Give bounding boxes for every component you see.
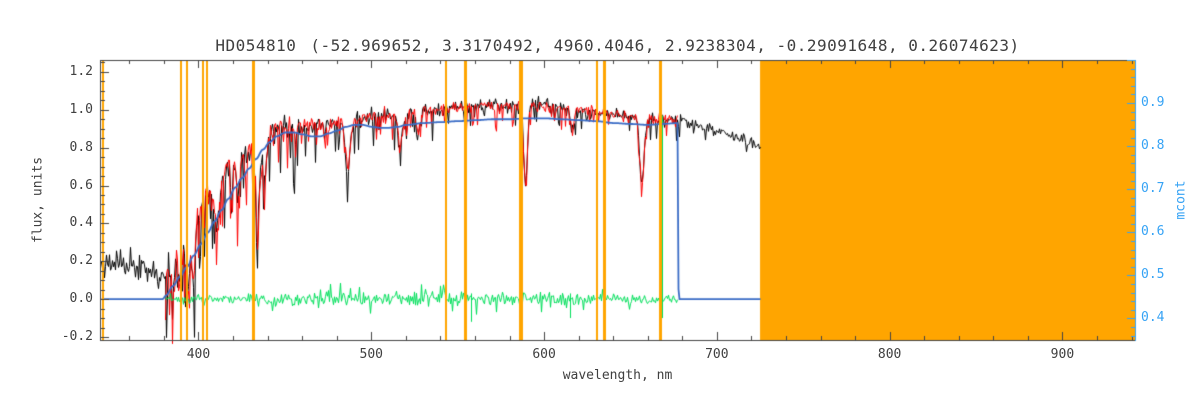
- y-left-tick-label: 1.2: [69, 63, 93, 79]
- y-left-tick-label: 1.0: [69, 101, 93, 117]
- y-right-tick-label: 0.9: [1141, 95, 1165, 111]
- x-tick-label: 900: [1050, 347, 1075, 362]
- y-right-tick-label: 0.6: [1141, 224, 1165, 240]
- x-tick-label: 500: [359, 347, 383, 362]
- x-tick-label: 600: [532, 347, 556, 362]
- y-right-tick-label: 0.4: [1141, 310, 1165, 326]
- star-id: HD054810: [215, 36, 297, 55]
- y-right-tick-label: 0.5: [1141, 267, 1165, 283]
- stellar-parameters: (-52.969652, 3.3170492, 4960.4046, 2.923…: [310, 36, 1020, 55]
- x-tick-label: 700: [705, 347, 729, 362]
- y-left-tick-label: 0.0: [69, 291, 93, 307]
- y-axis-label-mcont: mcont: [1173, 180, 1189, 220]
- x-tick-label: 400: [186, 347, 211, 362]
- plot-title: HD054810 (-52.969652, 3.3170492, 4960.404…: [100, 36, 1135, 55]
- x-tick-label: 800: [877, 347, 902, 362]
- y-left-tick-label: 0.2: [69, 253, 93, 269]
- y-right-tick-label: 0.7: [1141, 181, 1165, 197]
- y-left-tick-label: 0.8: [69, 139, 93, 155]
- x-axis-label: wavelength, nm: [562, 368, 673, 383]
- y-left-tick-label: 0.6: [69, 177, 93, 193]
- y-left-tick-label: 0.4: [69, 215, 93, 231]
- y-left-tick-label: -0.2: [61, 328, 93, 344]
- y-right-tick-label: 0.8: [1141, 138, 1165, 154]
